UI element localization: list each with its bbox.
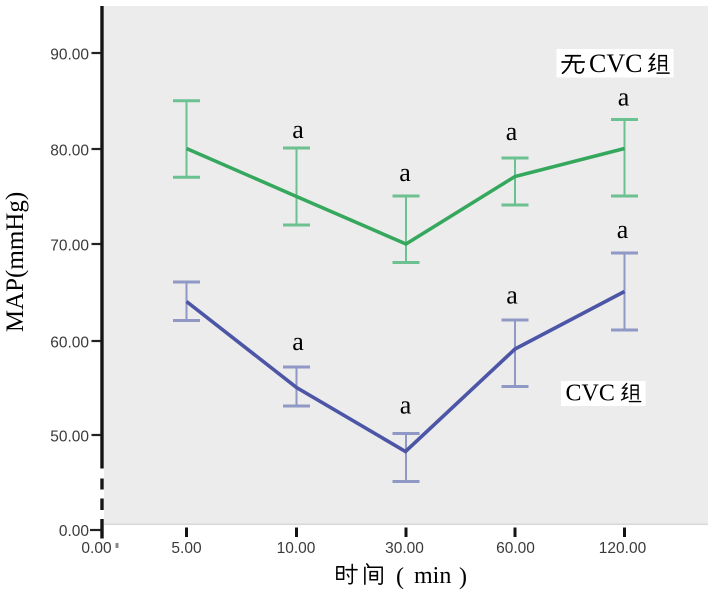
svg-text:MAP(mmHg): MAP(mmHg) xyxy=(2,192,29,332)
svg-text:70.00: 70.00 xyxy=(50,238,89,255)
svg-text:60.00: 60.00 xyxy=(496,540,535,557)
svg-text:50.00: 50.00 xyxy=(50,429,89,446)
svg-text:(: ( xyxy=(396,564,404,590)
svg-text:a: a xyxy=(506,117,518,146)
svg-text:a: a xyxy=(506,281,518,310)
svg-text:CVC: CVC xyxy=(589,49,642,78)
svg-text:5.00: 5.00 xyxy=(171,540,202,557)
svg-text:min: min xyxy=(414,563,451,589)
svg-text:CVC: CVC xyxy=(566,381,615,407)
svg-text:a: a xyxy=(292,327,304,356)
svg-text:a: a xyxy=(399,158,411,187)
svg-text:90.00: 90.00 xyxy=(50,47,89,64)
svg-text:a: a xyxy=(292,115,304,144)
svg-text:120.00: 120.00 xyxy=(599,540,647,557)
svg-text:a: a xyxy=(617,215,629,244)
svg-text:0.00: 0.00 xyxy=(81,540,112,557)
svg-text:10.00: 10.00 xyxy=(277,540,316,557)
svg-text:80.00: 80.00 xyxy=(50,143,89,160)
svg-text:30.00: 30.00 xyxy=(385,540,424,557)
svg-text:0.00: 0.00 xyxy=(59,523,90,540)
svg-text:a: a xyxy=(400,391,412,420)
svg-text:): ) xyxy=(459,564,467,590)
svg-text:a: a xyxy=(618,83,630,112)
svg-text:60.00: 60.00 xyxy=(50,335,89,352)
